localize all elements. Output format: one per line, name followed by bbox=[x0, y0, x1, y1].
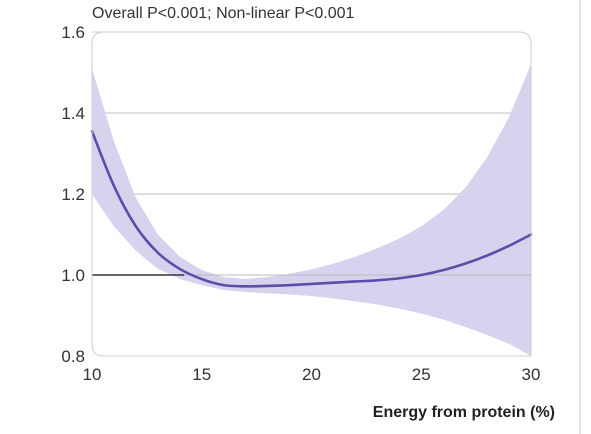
gridlines bbox=[92, 112, 531, 195]
series-line-layer bbox=[90, 129, 533, 288]
x-axis-label: Energy from protein (%) bbox=[373, 404, 555, 421]
x-tick-label: 30 bbox=[522, 365, 541, 384]
y-tick-label: 1.6 bbox=[61, 23, 85, 42]
plot-frame-layer bbox=[91, 31, 532, 357]
x-tick-label: 15 bbox=[192, 365, 211, 384]
y-tick-label: 1.2 bbox=[61, 185, 85, 204]
x-tick-label: 20 bbox=[302, 365, 321, 384]
x-tick-label: 10 bbox=[83, 365, 102, 384]
x-tick-label: 25 bbox=[412, 365, 431, 384]
confidence-band-layer bbox=[92, 64, 531, 357]
plot-frame bbox=[91, 31, 532, 357]
right-panel-border bbox=[579, 0, 581, 434]
x-tick-labels: 10 15 20 25 30 bbox=[83, 365, 541, 384]
y-tick-label: 1.4 bbox=[61, 104, 85, 123]
confidence-band bbox=[92, 64, 531, 357]
series-line bbox=[90, 129, 533, 288]
y-tick-label: 1.0 bbox=[61, 266, 85, 285]
y-tick-labels: 0.8 1.0 1.2 1.4 1.6 bbox=[61, 23, 85, 366]
y-tick-label: 0.8 bbox=[61, 347, 85, 366]
chart-annotation: Overall P<0.001; Non-linear P<0.001 bbox=[92, 5, 354, 22]
